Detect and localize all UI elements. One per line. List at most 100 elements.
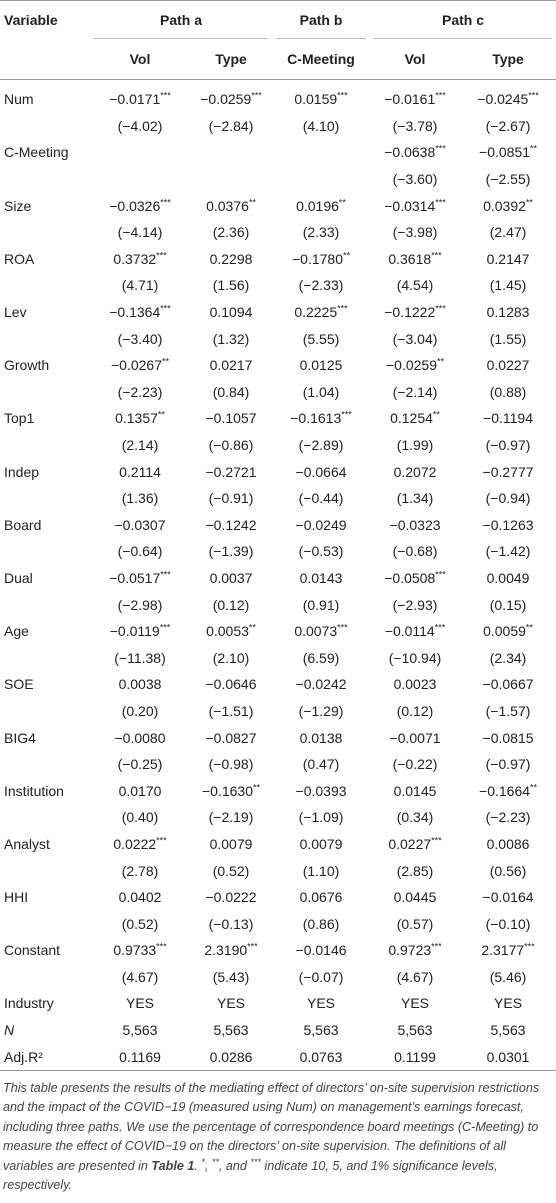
row: Age −0.0119*** 0.0053** 0.0073*** −0.0114***… (0, 618, 556, 645)
coef-cell: YES (307, 995, 336, 1012)
coef-cell: 0.1357** (115, 409, 165, 427)
row: Num −0.0171*** −0.0259*** 0.0159*** −0.0161*… (0, 80, 556, 113)
row-label: Indep (4, 463, 40, 480)
coef-cell: 0.0086 (486, 835, 530, 852)
coef-cell: −0.0314*** (384, 197, 446, 214)
tstat-cell: (−3.40) (117, 330, 163, 347)
coef-cell: 0.0402 (118, 889, 162, 906)
coef-cell: 0.0170 (118, 782, 162, 799)
tstat-cell: (1.99) (396, 437, 434, 454)
empty-cell (90, 139, 190, 166)
coef-cell: 0.1094 (209, 304, 253, 321)
coef-cell: YES (125, 995, 154, 1012)
empty-cell (272, 166, 370, 193)
empty-cell (190, 166, 272, 193)
coef-cell: −0.1364*** (109, 303, 171, 321)
tstat-cell: (−2.23) (485, 809, 531, 826)
coef-cell: 0.3732*** (113, 250, 167, 267)
empty-cell (0, 219, 90, 246)
empty-cell (0, 804, 90, 831)
coef-cell: −0.0646 (205, 676, 257, 693)
coef-cell: −0.0517*** (109, 569, 171, 586)
row: N 5,563 5,563 5,563 5,563 5,563 (0, 1017, 556, 1044)
empty-header (0, 39, 90, 80)
empty-cell (0, 591, 90, 618)
empty-cell (0, 113, 90, 140)
coef-cell: 0.1199 (370, 1043, 461, 1071)
coef-cell: −0.0114*** (384, 622, 446, 640)
tstat-cell: (1.56) (212, 277, 250, 294)
coef-cell: 0.1283 (486, 304, 530, 321)
tstat-cell: (−10.94) (388, 649, 442, 666)
row-label: Top1 (4, 410, 35, 427)
coef-cell: 0.0138 (299, 729, 343, 746)
tstat-cell: (−2.93) (392, 596, 438, 613)
coef-cell: 0.2072 (393, 463, 437, 480)
tstat-row: (0.20) (−1.51) (−1.29) (0.12) (−1.57) (0, 698, 556, 725)
tstat-cell: (0.57) (396, 915, 434, 932)
row: Top1 0.1357** −0.1057 −0.1613*** 0.1254** −0.… (0, 405, 556, 432)
tstat-cell: (−11.38) (114, 649, 166, 666)
row-label: SOE (4, 676, 34, 693)
coef-cell: −0.0664 (295, 463, 347, 480)
empty-cell (0, 644, 90, 671)
empty-cell (272, 139, 370, 166)
tstat-cell: (−0.94) (485, 490, 531, 507)
row-label: Constant (4, 942, 61, 959)
tstat-cell: (2.36) (212, 224, 250, 241)
table-body: Num −0.0171*** −0.0259*** 0.0159*** −0.0161*… (0, 80, 556, 1071)
row: Dual −0.0517*** 0.0037 0.0143 −0.0508*** 0.00… (0, 565, 556, 592)
tstat-cell: (2.10) (212, 649, 250, 666)
coef-cell: 0.1169 (90, 1043, 190, 1071)
table-header: Variable Path a Path b Path c Vol Type C… (0, 0, 556, 80)
coef-cell: 0.2114 (119, 463, 161, 480)
column-header: Vol (90, 39, 190, 80)
coef-cell: 0.0392** (483, 197, 533, 214)
row-label: Board (4, 516, 42, 533)
row-label: BIG4 (4, 729, 36, 746)
row-label: Age (4, 623, 29, 640)
empty-cell (0, 910, 90, 937)
coef-cell: −0.0242 (295, 676, 347, 693)
coef-cell: −0.1630** (202, 782, 261, 799)
coef-cell: 0.0222*** (113, 835, 167, 852)
empty-cell (0, 272, 90, 299)
tstat-cell: (−3.04) (392, 330, 438, 347)
coef-cell: 0.0376** (206, 197, 256, 214)
tstat-cell: (−2.98) (117, 596, 163, 613)
empty-cell (190, 139, 272, 166)
footnote-ref: Table 1 (151, 1158, 195, 1173)
tstat-cell: (−2.89) (298, 437, 344, 454)
results-table: Variable Path a Path b Path c Vol Type C… (0, 0, 556, 1071)
tstat-cell: (−0.22) (392, 756, 438, 773)
row-label: Analyst (4, 835, 50, 852)
coef-cell: 0.2298 (209, 250, 253, 267)
coef-cell: −0.0249 (295, 516, 347, 533)
coef-cell: 0.0059** (483, 622, 533, 640)
footnote-star: * (201, 1156, 205, 1167)
variable-header: Variable (0, 0, 90, 39)
tstat-cell: (0.20) (121, 702, 159, 719)
row: HHI 0.0402 −0.0222 0.0676 0.0445 −0.0164 (0, 884, 556, 911)
tstat-cell: (−0.86) (208, 437, 254, 454)
tstat-cell: (0.12) (212, 596, 250, 613)
footnote-text: indicate 10, 5, and 1% significance leve… (3, 1158, 498, 1193)
coef-cell: −0.1222*** (384, 303, 446, 321)
coef-cell: 0.0143 (299, 569, 343, 586)
tstat-cell: (0.91) (302, 596, 340, 613)
tstat-cell: (0.15) (489, 596, 527, 613)
tstat-cell: (−2.55) (485, 171, 531, 188)
group-header: Path b (272, 0, 371, 40)
row: Adj.R² 0.1169 0.0286 0.0763 0.1199 0.0301 (0, 1043, 556, 1071)
coef-cell: YES (217, 995, 246, 1012)
tstat-cell: (−1.39) (208, 543, 254, 560)
footnote-star: *** (250, 1156, 261, 1167)
tstat-cell: (−0.64) (117, 543, 163, 560)
coef-cell: 2.3190*** (204, 941, 258, 959)
row: Constant 0.9733*** 2.3190*** −0.0146 0.9723*… (0, 937, 556, 964)
coef-cell: 0.3618*** (388, 250, 442, 267)
tstat-cell: (−1.29) (298, 702, 344, 719)
group-header: Path c (370, 0, 556, 40)
coef-cell: 0.9723*** (388, 941, 442, 959)
